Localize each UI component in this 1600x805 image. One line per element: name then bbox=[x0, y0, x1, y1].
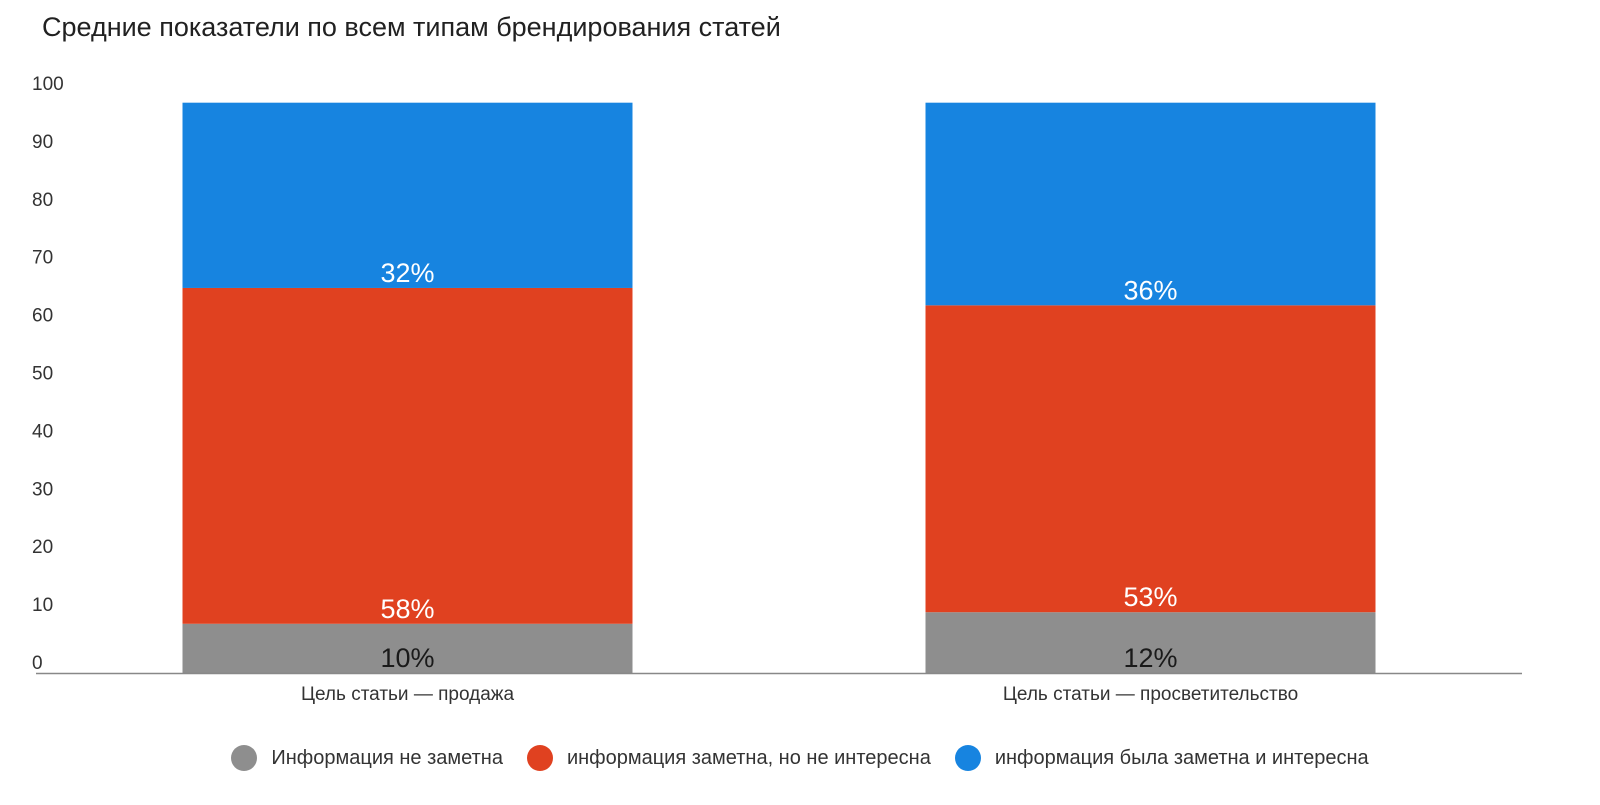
data-label: 53% bbox=[1123, 582, 1177, 612]
legend-swatch-icon bbox=[526, 745, 553, 771]
y-tick-label: 40 bbox=[32, 421, 53, 442]
y-tick-label: 20 bbox=[32, 537, 53, 558]
y-tick-label: 30 bbox=[32, 479, 53, 500]
y-tick-label: 60 bbox=[32, 306, 53, 327]
data-label: 32% bbox=[380, 258, 434, 288]
bar-segment bbox=[182, 287, 633, 624]
chart-title: Средние показатели по всем типам брендир… bbox=[42, 12, 781, 42]
legend-label: Информация не заметна bbox=[271, 746, 503, 769]
x-category-label: Цель статьи — просветительство bbox=[1003, 684, 1298, 705]
y-tick-label: 50 bbox=[32, 364, 53, 385]
legend-label: информация была заметна и интересна bbox=[994, 746, 1369, 769]
bar-segment bbox=[182, 102, 633, 288]
data-label: 12% bbox=[1123, 643, 1177, 673]
legend-item-not-noticed[interactable]: Информация не заметна bbox=[231, 745, 503, 771]
chart-legend: Информация не заметна информация заметна… bbox=[0, 745, 1600, 771]
y-tick-label: 90 bbox=[32, 132, 53, 153]
legend-item-noticed-and-interesting[interactable]: информация была заметна и интересна bbox=[954, 745, 1369, 771]
y-tick-label: 70 bbox=[32, 248, 53, 269]
legend-swatch-icon bbox=[231, 745, 258, 771]
bar-segment bbox=[925, 612, 1376, 673]
data-label: 58% bbox=[380, 594, 434, 624]
y-tick-label: 10 bbox=[32, 595, 53, 616]
y-tick-label: 0 bbox=[32, 653, 43, 674]
legend-item-noticed-not-interesting[interactable]: информация заметна, но не интересна bbox=[526, 745, 931, 771]
y-tick-label: 80 bbox=[32, 190, 53, 211]
legend-swatch-icon bbox=[954, 745, 981, 771]
bar-segment bbox=[925, 305, 1376, 613]
y-tick-label: 100 bbox=[32, 74, 64, 95]
legend-label: информация заметна, но не интересна bbox=[566, 746, 931, 769]
bar-segment bbox=[925, 102, 1376, 306]
data-label: 36% bbox=[1123, 275, 1177, 305]
x-category-label: Цель статьи — продажа bbox=[301, 684, 515, 705]
bar-segment bbox=[182, 623, 633, 673]
data-label: 10% bbox=[380, 643, 434, 673]
